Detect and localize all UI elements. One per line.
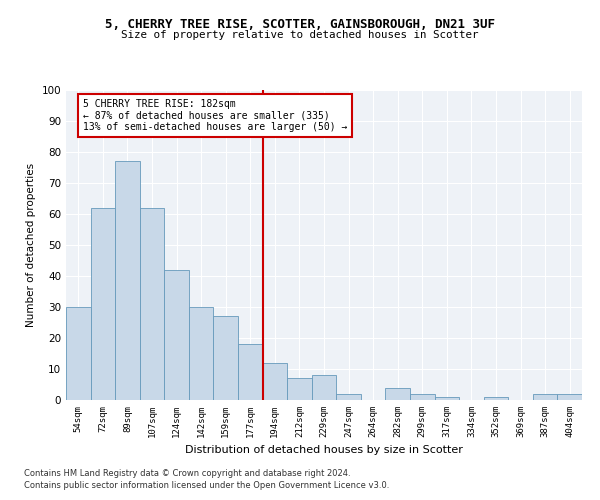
Bar — [434, 397, 459, 400]
Bar — [336, 394, 361, 400]
Bar — [263, 363, 287, 400]
Text: Contains public sector information licensed under the Open Government Licence v3: Contains public sector information licen… — [24, 481, 389, 490]
Text: 5, CHERRY TREE RISE, SCOTTER, GAINSBOROUGH, DN21 3UF: 5, CHERRY TREE RISE, SCOTTER, GAINSBOROU… — [105, 18, 495, 30]
Text: Size of property relative to detached houses in Scotter: Size of property relative to detached ho… — [121, 30, 479, 40]
Bar — [164, 270, 189, 400]
Bar — [484, 397, 508, 400]
Bar — [214, 316, 238, 400]
X-axis label: Distribution of detached houses by size in Scotter: Distribution of detached houses by size … — [185, 446, 463, 456]
Bar — [66, 307, 91, 400]
Bar — [189, 307, 214, 400]
Bar — [557, 394, 582, 400]
Text: 5 CHERRY TREE RISE: 182sqm
← 87% of detached houses are smaller (335)
13% of sem: 5 CHERRY TREE RISE: 182sqm ← 87% of deta… — [83, 100, 347, 132]
Bar — [410, 394, 434, 400]
Y-axis label: Number of detached properties: Number of detached properties — [26, 163, 36, 327]
Bar — [385, 388, 410, 400]
Bar — [312, 375, 336, 400]
Bar — [287, 378, 312, 400]
Bar — [140, 208, 164, 400]
Bar — [238, 344, 263, 400]
Bar — [91, 208, 115, 400]
Bar — [533, 394, 557, 400]
Bar — [115, 162, 140, 400]
Text: Contains HM Land Registry data © Crown copyright and database right 2024.: Contains HM Land Registry data © Crown c… — [24, 468, 350, 477]
